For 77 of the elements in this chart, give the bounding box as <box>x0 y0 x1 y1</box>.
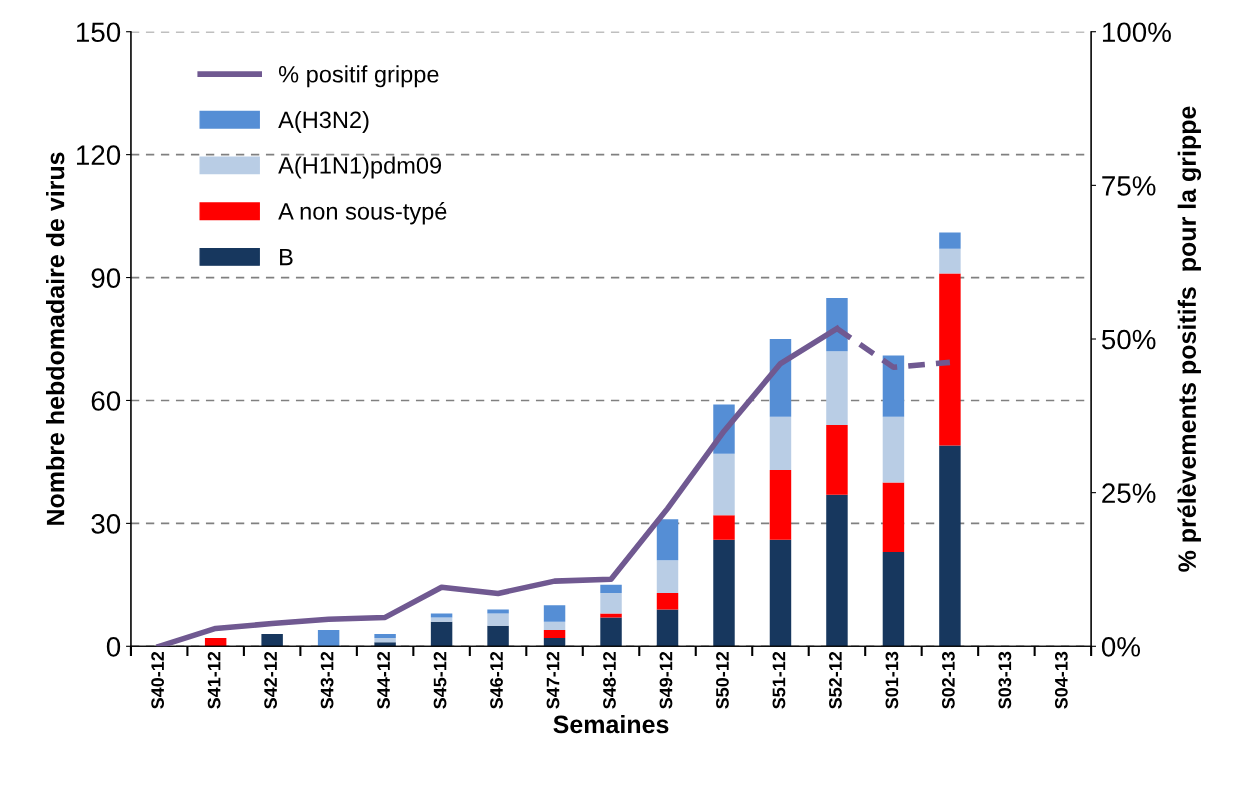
bar <box>204 638 227 647</box>
bar <box>543 629 566 639</box>
bar <box>543 638 566 647</box>
y2-tick-label: 50% <box>1101 329 1156 350</box>
y2-axis-title: % prélèvements positifs pour la grippe <box>1177 106 1202 572</box>
x-tick-label: S52-12 <box>829 651 842 709</box>
bar <box>769 416 792 471</box>
bar <box>600 617 622 647</box>
legend-label: B <box>280 248 293 266</box>
bar <box>261 634 283 647</box>
bar <box>713 539 735 647</box>
bar <box>882 355 905 417</box>
bar <box>939 232 961 249</box>
legend-label: A(H1N1)pdm09 <box>278 156 442 179</box>
y2-tick-label: 100% <box>1102 22 1171 43</box>
bar <box>374 634 396 639</box>
y-tick-label: 0 <box>106 636 121 657</box>
bar <box>713 453 735 516</box>
y-tick-label: 90 <box>91 268 121 288</box>
x-tick-label: S51-12 <box>772 651 786 709</box>
y2-tick-label: 75% <box>1102 176 1156 196</box>
bar <box>600 613 622 618</box>
bar <box>430 613 453 618</box>
bar <box>939 445 961 647</box>
legend-label: A non sous-typé <box>278 202 447 225</box>
y2-tick-label: 25% <box>1102 483 1156 503</box>
bar <box>487 625 509 647</box>
bar <box>317 629 340 647</box>
bar <box>487 613 509 626</box>
bar <box>826 351 848 426</box>
bar <box>656 593 679 610</box>
y-axis-title: Nombre hebdomadaire de virus <box>46 152 65 525</box>
bar <box>826 425 848 495</box>
legend-label: % positif grippe <box>278 65 439 88</box>
bar <box>882 482 905 553</box>
bar <box>939 273 961 446</box>
x-axis-title: Semaines <box>553 714 669 734</box>
bar <box>656 609 679 647</box>
bar <box>826 494 848 647</box>
bar <box>882 416 905 483</box>
bar <box>600 584 622 594</box>
x-tick-label: S02-13 <box>941 651 955 709</box>
bar <box>430 617 453 622</box>
bar <box>543 605 566 622</box>
bar <box>543 621 566 630</box>
x-tick-label: S03-13 <box>998 651 1012 709</box>
x-tick-label: S45-12 <box>433 651 447 709</box>
x-tick-label: S41-12 <box>207 651 221 709</box>
x-tick-label: S01-13 <box>885 651 899 709</box>
x-tick-label: S04-13 <box>1054 651 1068 709</box>
bar <box>882 552 905 647</box>
x-tick-label: S47-12 <box>546 651 560 709</box>
y-tick-label: 30 <box>91 514 121 534</box>
bar <box>656 560 679 594</box>
y2-tick-label: 0% <box>1101 636 1141 657</box>
x-tick-label: S48-12 <box>603 651 616 709</box>
y-tick-label: 150 <box>76 22 121 43</box>
x-tick-label: S50-12 <box>716 651 729 709</box>
x-tick-label: S49-12 <box>659 651 673 709</box>
x-tick-label: S43-12 <box>320 651 334 709</box>
bar <box>600 593 622 614</box>
y-tick-label: 120 <box>76 145 121 165</box>
bar <box>374 642 396 647</box>
bar <box>939 248 961 274</box>
x-tick-label: S44-12 <box>377 651 390 709</box>
bar <box>656 519 679 561</box>
x-tick-label: S42-12 <box>264 651 277 709</box>
bar <box>769 470 792 540</box>
x-tick-label: S40-12 <box>151 651 165 709</box>
bar <box>769 539 792 647</box>
bar <box>713 515 735 540</box>
bar <box>374 638 396 643</box>
y-tick-label: 60 <box>91 391 121 411</box>
legend-label: A(H3N2) <box>278 110 369 133</box>
bar <box>487 609 509 614</box>
x-tick-label: S46-12 <box>490 651 503 709</box>
bar <box>430 621 453 647</box>
